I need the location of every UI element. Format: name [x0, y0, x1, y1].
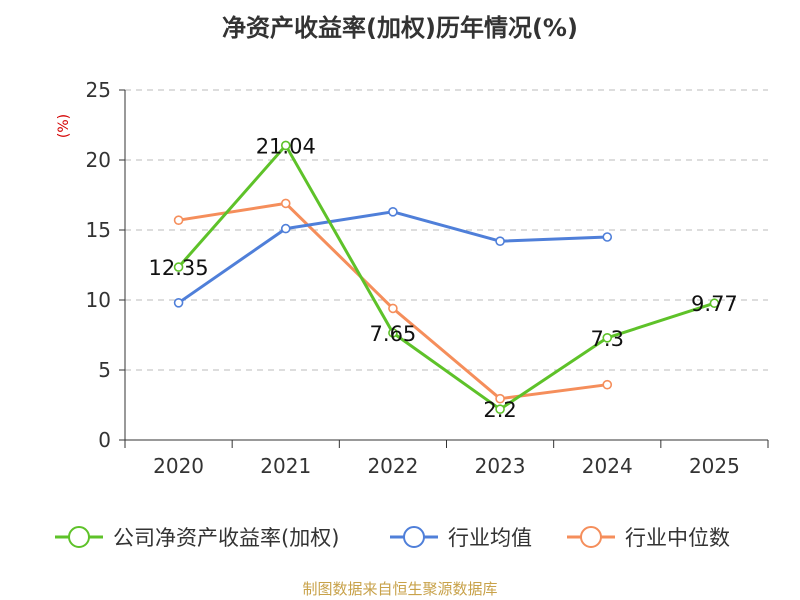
y-tick-label: 25	[86, 78, 111, 102]
y-tick-label: 0	[98, 428, 111, 452]
chart-title: 净资产收益率(加权)历年情况(%)	[222, 14, 578, 42]
data-point	[602, 332, 613, 343]
data-label: 12.35	[149, 256, 209, 280]
data-point	[388, 303, 398, 314]
legend-label: 公司净资产收益率(加权)	[113, 526, 339, 550]
legend-marker	[580, 526, 602, 548]
data-point	[173, 262, 184, 272]
x-tick-label: 2024	[582, 454, 633, 478]
data-source-note: 制图数据来自恒生聚源数据库	[302, 580, 498, 598]
y-tick-label: 15	[86, 218, 111, 242]
series-line	[177, 210, 608, 305]
data-point	[495, 236, 505, 246]
data-point	[495, 393, 505, 404]
x-tick-label: 2025	[689, 454, 740, 478]
data-label: 7.65	[370, 322, 417, 346]
legend-label: 行业中位数	[625, 526, 730, 550]
x-tick-label: 2023	[475, 454, 526, 478]
data-point	[388, 328, 398, 338]
legend-marker	[403, 526, 425, 548]
data-point	[495, 404, 505, 415]
data-point	[388, 207, 398, 217]
data-label: 7.3	[591, 327, 624, 351]
legend-label: 行业均值	[448, 526, 532, 550]
y-tick-label: 5	[98, 358, 111, 382]
legend-marker	[68, 526, 90, 548]
y-axis-label: (%)	[56, 114, 72, 138]
data-label: 2.2	[483, 398, 516, 422]
data-point	[602, 232, 613, 242]
x-tick-label: 2020	[153, 454, 204, 478]
y-tick-label: 10	[86, 288, 111, 312]
data-point	[602, 379, 613, 390]
data-point	[280, 223, 291, 234]
data-label: 21.04	[256, 134, 316, 158]
x-tick-label: 2022	[367, 454, 418, 478]
y-tick-label: 20	[86, 148, 111, 172]
data-point	[280, 140, 291, 151]
x-tick-label: 2021	[260, 454, 311, 478]
series-line	[177, 143, 715, 411]
data-point	[709, 298, 720, 309]
data-point	[280, 198, 291, 209]
data-label: 9.77	[691, 292, 738, 316]
data-point	[173, 215, 184, 225]
series-line	[178, 201, 608, 401]
data-point	[173, 297, 184, 308]
